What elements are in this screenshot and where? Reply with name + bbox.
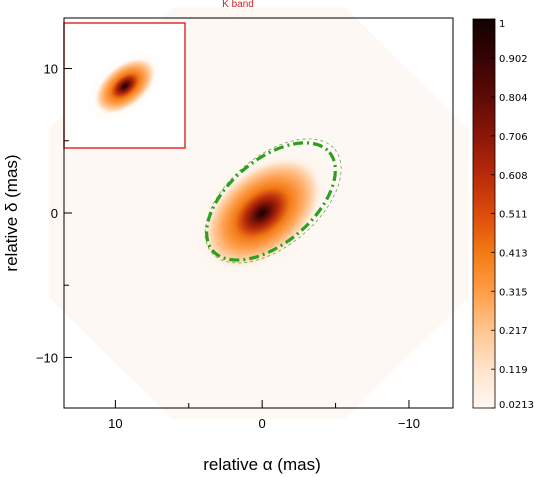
colorbar-tick-label: 0.217 [499, 326, 528, 337]
y-tick-label: 0 [51, 206, 58, 221]
brightness-map [185, 141, 340, 285]
x-axis-label: relative α (mas) [203, 455, 321, 474]
ring-ellipse [205, 141, 337, 262]
y-tick-label: 10 [44, 62, 58, 77]
colorbar-ticks: 1 0.902 0.804 0.706 0.608 0.511 0.413 0.315 0.21… [491, 18, 534, 411]
colorbar-tick-label: 0.511 [499, 209, 528, 220]
colorbar: 1 0.902 0.804 0.706 0.608 0.511 0.413 0.315 0.21… [472, 18, 534, 411]
ring-ellipse-outer [204, 138, 342, 264]
source-emission [185, 141, 340, 285]
colorbar-tick-label: 0.706 [499, 132, 528, 143]
colorbar-tick-label: 1 [499, 19, 505, 30]
ring-annotation [204, 138, 342, 264]
colorbar-tick-label: 0.315 [499, 287, 528, 298]
colorbar-tick-label: 0.902 [499, 54, 528, 65]
x-tick-label: −10 [398, 416, 420, 431]
inset-panel [63, 22, 186, 149]
colorbar-tick-label: 0.0213 [499, 400, 534, 411]
source-core [201, 156, 323, 270]
colorbar-tick-label: 0.413 [499, 248, 528, 259]
colorbar-tick-label: 0.804 [499, 93, 528, 104]
x-tick-label: 10 [108, 416, 122, 431]
y-axis-label: relative δ (mas) [2, 154, 21, 271]
x-tick-label: 0 [259, 416, 266, 431]
x-axis: 10 0 −10 [108, 400, 420, 431]
y-tick-label: −10 [36, 350, 58, 365]
y-axis: 10 0 −10 [36, 62, 72, 365]
colorbar-tick-label: 0.608 [499, 171, 528, 182]
colorbar-tick-label: 0.119 [499, 365, 528, 376]
chart-title: K band [222, 0, 254, 10]
inset-source [85, 49, 165, 123]
